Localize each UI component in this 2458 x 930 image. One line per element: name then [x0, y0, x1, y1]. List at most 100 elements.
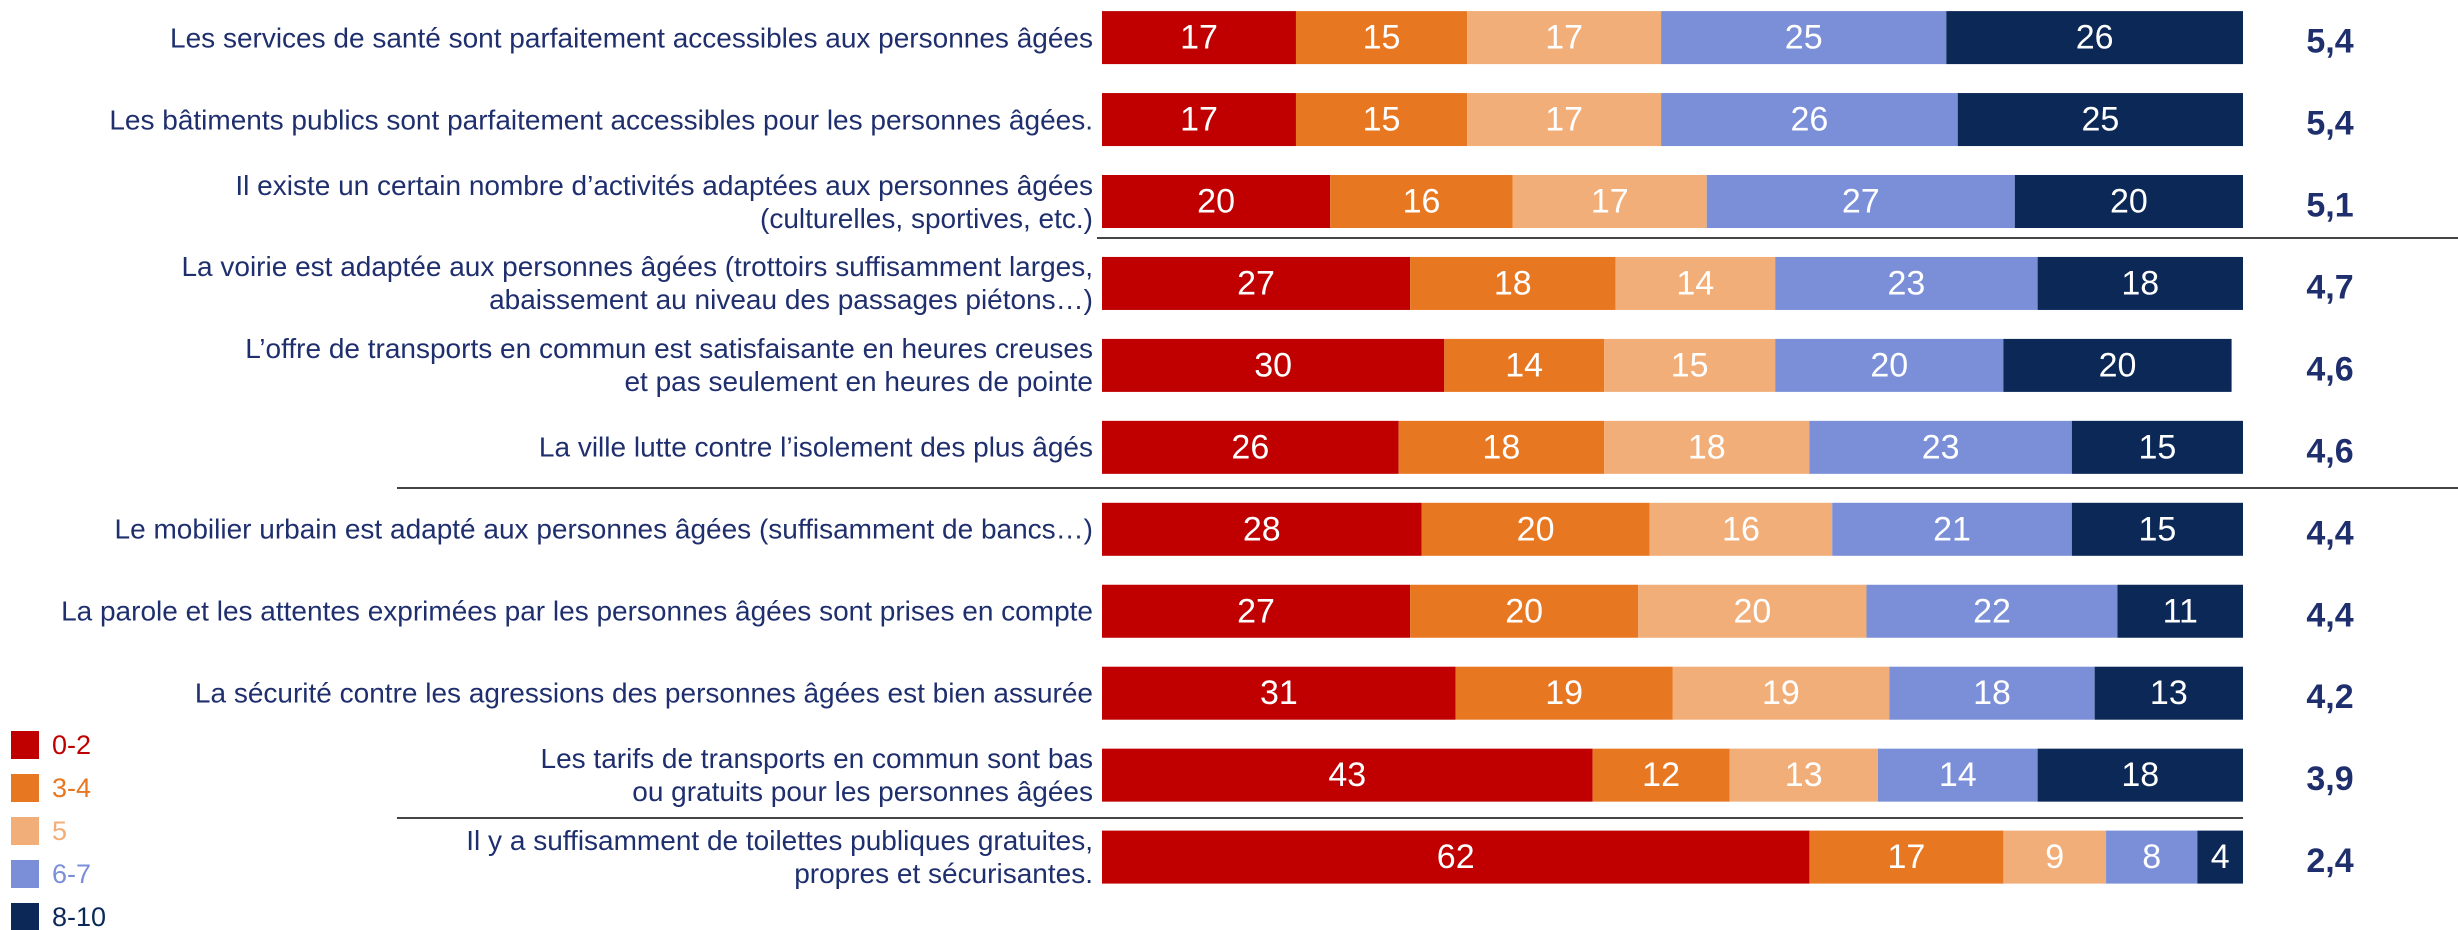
legend-label: 3-4 — [52, 773, 91, 803]
data-label: 18 — [1482, 428, 1520, 466]
category-label: Les services de santé sont parfaitement … — [170, 22, 1093, 54]
bar-segment — [2094, 666, 2243, 720]
data-label: 20 — [1733, 592, 1771, 630]
legend-label: 0-2 — [52, 730, 91, 760]
data-label: 18 — [1494, 264, 1532, 302]
bar-segment — [1604, 338, 1776, 392]
legend-label: 6-7 — [52, 859, 91, 889]
data-label: 28 — [1243, 510, 1281, 548]
data-label: 27 — [1237, 592, 1275, 630]
data-label: 13 — [2150, 674, 2188, 712]
data-label: 19 — [1762, 674, 1800, 712]
category-label: L’offre de transports en commun est sati… — [245, 333, 1093, 398]
bar-segment — [1946, 11, 2243, 65]
category-label: Les tarifs de transports en commun sont … — [540, 743, 1094, 808]
bar-segment — [2106, 830, 2198, 884]
bar-segment — [1102, 256, 1411, 310]
bar-segment — [1102, 830, 1810, 884]
bar-segment — [1444, 338, 1605, 392]
legend-swatch — [11, 860, 39, 888]
category-label: La voirie est adaptée aux personnes âgée… — [181, 251, 1093, 316]
data-label: 17 — [1545, 19, 1583, 57]
bar-segment — [1615, 256, 1776, 310]
data-label: 18 — [1688, 428, 1726, 466]
average-score: 5,4 — [2306, 23, 2353, 61]
data-label: 11 — [2163, 592, 2198, 630]
data-label: 17 — [1887, 838, 1925, 876]
bar-segment — [1102, 11, 1296, 65]
data-label: 20 — [2110, 183, 2148, 221]
bar-segment — [1661, 11, 1947, 65]
data-label: 20 — [1517, 510, 1555, 548]
bar-segment — [1649, 502, 1833, 556]
bar-segment — [1604, 420, 1810, 474]
data-label: 20 — [1870, 346, 1908, 384]
bar-segment — [1672, 666, 1890, 720]
data-label: 8 — [2142, 838, 2161, 876]
data-label: 27 — [1237, 264, 1275, 302]
data-label: 25 — [1785, 19, 1823, 57]
bar-segment — [1102, 502, 1422, 556]
category-label: La ville lutte contre l’isolement des pl… — [538, 431, 1093, 463]
data-label: 23 — [1887, 264, 1925, 302]
bar-segment — [1102, 748, 1593, 802]
legend-swatch — [11, 774, 39, 802]
category-label: La sécurité contre les agressions des pe… — [194, 677, 1093, 709]
bar-segment — [1809, 830, 2004, 884]
data-label: 21 — [1933, 510, 1971, 548]
bar-segment — [1398, 420, 1605, 474]
bar-segment — [2003, 338, 2232, 392]
bar-segment — [1866, 584, 2118, 638]
data-label: 15 — [2139, 510, 2177, 548]
average-score: 4,6 — [2306, 350, 2353, 388]
data-label: 14 — [1939, 756, 1977, 794]
average-score: 5,4 — [2306, 105, 2353, 143]
bar-segment — [1638, 584, 1867, 638]
bar-segment — [2014, 175, 2243, 228]
data-label: 26 — [1791, 101, 1829, 139]
data-label: 43 — [1328, 756, 1366, 794]
data-label: 14 — [1676, 264, 1714, 302]
data-label: 15 — [1363, 101, 1401, 139]
data-label: 12 — [1642, 756, 1680, 794]
bar-segment — [1775, 256, 2038, 310]
legend-swatch — [11, 903, 39, 930]
bar-segment — [1832, 502, 2072, 556]
bar-segment — [1455, 666, 1673, 720]
data-label: 18 — [2121, 264, 2159, 302]
bar-segment — [1102, 175, 1331, 228]
average-score: 2,4 — [2306, 842, 2353, 880]
legend-label: 8-10 — [52, 902, 106, 930]
data-label: 23 — [1922, 428, 1960, 466]
bar-segment — [1706, 175, 2015, 228]
data-label: 26 — [1231, 428, 1269, 466]
data-label: 15 — [1363, 19, 1401, 57]
data-label: 17 — [1591, 183, 1629, 221]
bar-segment — [1102, 584, 1411, 638]
average-score: 4,4 — [2306, 514, 2353, 552]
data-label: 20 — [2099, 346, 2137, 384]
bar-segment — [2003, 830, 2107, 884]
bar-segment — [2037, 256, 2243, 310]
legend-label: 5 — [52, 816, 67, 846]
bar-segment — [1410, 584, 1639, 638]
bar-segment — [1102, 338, 1445, 392]
bar-segment — [1102, 93, 1296, 147]
average-score: 3,9 — [2306, 760, 2353, 798]
data-label: 17 — [1180, 19, 1218, 57]
bar-segment — [1661, 93, 1958, 147]
bar-segment — [1775, 338, 2004, 392]
average-score: 4,7 — [2306, 268, 2353, 306]
data-label: 9 — [2045, 838, 2064, 876]
data-label: 15 — [2139, 428, 2177, 466]
data-label: 26 — [2076, 19, 2114, 57]
data-label: 13 — [1785, 756, 1823, 794]
data-label: 19 — [1545, 674, 1583, 712]
bar-segment — [1102, 420, 1399, 474]
bar-segment — [1877, 748, 2038, 802]
bar-segment — [1102, 666, 1456, 720]
bar-segment — [1889, 666, 2095, 720]
average-score: 5,1 — [2306, 187, 2353, 225]
